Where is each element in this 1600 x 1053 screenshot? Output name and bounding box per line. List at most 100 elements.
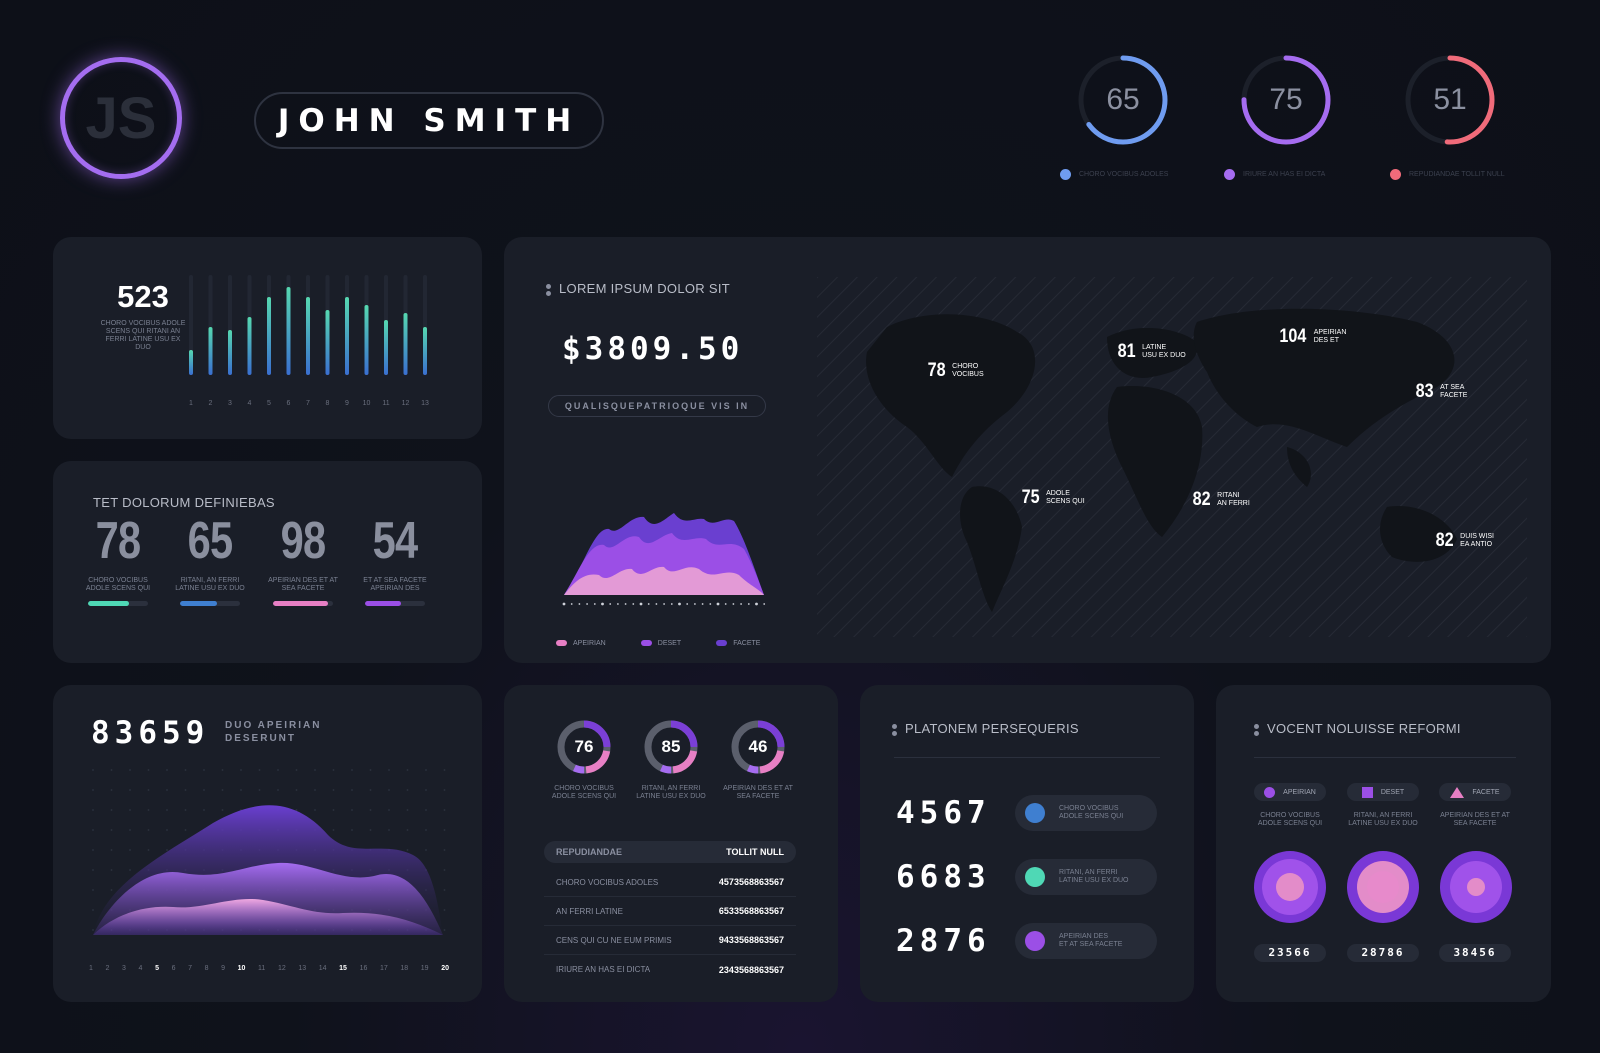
bar-x-label: 9 xyxy=(345,400,349,407)
bar xyxy=(384,320,388,375)
axis-dot xyxy=(570,603,573,605)
avatar-initials: JS xyxy=(85,85,157,151)
grid-dot xyxy=(258,789,261,791)
stat-value: 78 xyxy=(95,512,141,570)
filter-chip-deset[interactable]: DESET xyxy=(1347,783,1419,801)
table-row[interactable]: IRIURE AN HAS EI DICTA 2343568863567 xyxy=(556,964,784,975)
bar-x-label: 4 xyxy=(248,400,252,407)
map-pin[interactable]: 81 LATINE USU EX DUO xyxy=(1117,341,1186,362)
map-card-subtitle: QUALISQUEPATRIOQUE VIS IN xyxy=(548,395,766,417)
grid-dot xyxy=(351,829,353,831)
grid-dot xyxy=(388,829,390,831)
map-pin[interactable]: 82 DUIS WISI EA ANTIO xyxy=(1435,530,1494,551)
avatar[interactable]: JS xyxy=(60,57,182,179)
grid-dot xyxy=(184,769,187,771)
grid-dot xyxy=(425,849,427,851)
legend-dot-icon xyxy=(1224,169,1235,180)
bar xyxy=(423,327,427,375)
bar-x-label: 2 xyxy=(209,400,213,407)
area-chart-card: 83659 DUO APEIRIAN DESERUNT 1 2 3 4 5 6 7 8 9 10 11… xyxy=(53,685,482,1002)
axis-dot xyxy=(663,603,665,605)
grid-dot xyxy=(351,809,353,811)
grid-dot xyxy=(332,789,335,791)
map-pin[interactable]: 83 AT SEA FACETE xyxy=(1415,381,1468,402)
grid-dot xyxy=(184,789,187,791)
stat-item-2: 65 RITANI, AN FERRI LATINE USU EX DUO xyxy=(170,511,250,606)
ring-legend-1: CHORO VOCIBUS ADOLES xyxy=(1060,169,1168,180)
grid-dot xyxy=(129,769,131,771)
legend-dot-icon xyxy=(1060,169,1071,180)
legend-swatch-icon xyxy=(640,640,652,646)
ring-value: 65 xyxy=(1106,83,1140,116)
ring-value: 75 xyxy=(1269,83,1303,116)
grid-dot xyxy=(351,789,353,791)
grid-dot xyxy=(314,789,316,791)
bar-chart-card: 523 CHORO VOCIBUS ADOLE SCENS QUI RITANI… xyxy=(53,237,482,439)
bar xyxy=(364,305,369,375)
bar-card-value: 523 xyxy=(117,279,169,314)
map-pin[interactable]: 78 CHORO VOCIBUS xyxy=(927,360,984,381)
grid-dot xyxy=(92,849,94,851)
divider xyxy=(1254,757,1516,758)
data-table: CHORO VOCIBUS ADOLES 4573568863567 AN FER… xyxy=(544,868,796,984)
grid-dot xyxy=(295,769,298,771)
vocent-caption: CHORO VOCIBUS ADOLE SCENS QUI xyxy=(1257,812,1323,827)
axis-dot xyxy=(724,603,727,605)
grid-dot xyxy=(221,809,224,811)
table-header-right: TOLLIT NULL xyxy=(726,847,784,857)
bar-chart: 1 2 3 4 5 6 7 8 9 10 11 12 13 xyxy=(189,275,429,407)
stat-item-3: 98 APEIRIAN DES ET AT SEA FACETE xyxy=(263,511,343,606)
area-x-label: 11 xyxy=(258,965,266,972)
grid-dot xyxy=(221,769,224,771)
stat-progress xyxy=(365,601,425,606)
grid-dot xyxy=(240,789,242,791)
grid-dot xyxy=(369,769,372,771)
map-pin[interactable]: 82 RITANI AN FERRI xyxy=(1192,489,1250,510)
grid-dot xyxy=(332,769,335,771)
filter-chip-facete[interactable]: FACETE xyxy=(1439,783,1511,801)
map-pin[interactable]: 75 ADOLE SCENS QUI xyxy=(1021,487,1085,508)
world-map xyxy=(817,277,1527,637)
grid-dot xyxy=(92,909,94,911)
area-x-label: 16 xyxy=(359,965,368,972)
ring-gauge-2: 75 xyxy=(1240,54,1332,146)
ring-gauge-3: 51 xyxy=(1404,54,1496,146)
drag-handle-icon[interactable] xyxy=(546,283,551,296)
map-pin[interactable]: 104 APEIRIAN DES ET xyxy=(1279,326,1347,347)
bar-x-label: 5 xyxy=(267,400,271,407)
drag-handle-icon[interactable] xyxy=(892,723,897,736)
grid-dot xyxy=(388,769,390,771)
vocent-value: 28786 xyxy=(1347,944,1419,962)
grid-dot xyxy=(388,789,390,791)
axis-dot xyxy=(763,603,766,605)
stat-value: 54 xyxy=(372,512,418,570)
table-row[interactable]: AN FERRI LATINE 6533568863567 xyxy=(544,897,796,926)
stat-caption: ET AT SEA FACETE APEIRIAN DES xyxy=(363,577,427,592)
grid-dot xyxy=(166,769,168,771)
vocent-caption: RITANI, AN FERRI LATINE USU EX DUO xyxy=(1348,812,1418,827)
area-x-axis: 1 2 3 4 5 6 7 8 9 10 11 12 13 14 15 16 17 18 19 20 xyxy=(89,965,449,972)
grid-dot xyxy=(110,849,113,851)
grid-dot xyxy=(406,829,409,831)
ring-legend-3: REPUDIANDAE TOLLIT NULL xyxy=(1390,169,1505,180)
filter-chip-apeirian[interactable]: APEIRIAN xyxy=(1254,783,1326,801)
grid-dot xyxy=(92,789,94,791)
area-x-label: 7 xyxy=(188,965,192,972)
table-row[interactable]: CHORO VOCIBUS ADOLES 4573568863567 xyxy=(544,868,796,897)
drag-handle-icon[interactable] xyxy=(1254,723,1259,736)
platonem-title: PLATONEM PERSEQUERIS xyxy=(892,721,1079,736)
legend-dot-icon xyxy=(1390,169,1401,180)
layered-area-chart xyxy=(92,769,446,935)
grid-dot xyxy=(129,789,131,791)
grid-dot xyxy=(443,829,446,831)
bar xyxy=(306,297,310,375)
grid-dot xyxy=(147,849,150,851)
table-row[interactable]: CENS QUI CU NE EUM PRIMIS 9433568863567 xyxy=(544,926,796,955)
bar-track xyxy=(189,275,193,375)
mini-chart-legend: APEIRIAN DESET FACETE xyxy=(556,631,790,650)
donut-value: 46 xyxy=(748,737,768,756)
donut-caption: CHORO VOCIBUS ADOLE SCENS QUI xyxy=(551,785,617,800)
axis-dot xyxy=(678,602,681,606)
grid-dot xyxy=(110,769,113,771)
grid-dot xyxy=(443,889,446,891)
